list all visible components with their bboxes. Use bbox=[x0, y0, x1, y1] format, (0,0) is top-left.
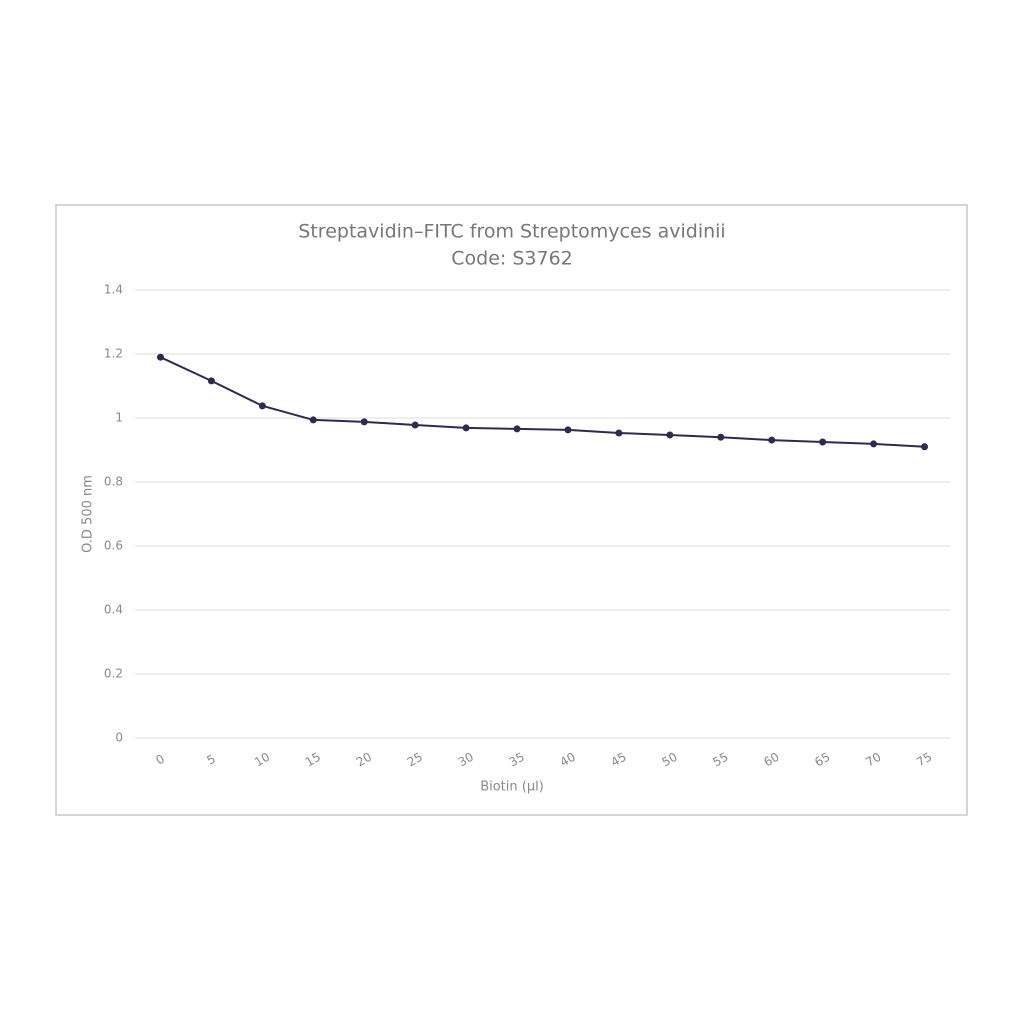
data-point bbox=[921, 443, 929, 451]
data-point bbox=[513, 425, 521, 433]
x-tick-label: 65 bbox=[812, 750, 832, 770]
data-point bbox=[615, 429, 623, 437]
y-tick-label: 1 bbox=[115, 411, 123, 425]
y-tick-label: 0.4 bbox=[104, 603, 123, 617]
x-tick-label: 75 bbox=[914, 750, 934, 770]
x-tick-label: 40 bbox=[558, 750, 578, 770]
data-point bbox=[360, 418, 368, 426]
data-point bbox=[207, 377, 215, 385]
x-tick-label: 55 bbox=[710, 750, 730, 770]
y-tick-label: 1.4 bbox=[104, 283, 123, 297]
data-point bbox=[717, 433, 725, 441]
chart-frame bbox=[55, 204, 968, 816]
data-line bbox=[160, 356, 925, 448]
x-tick-label: 60 bbox=[761, 750, 781, 770]
x-axis-label: Biotin (µl) bbox=[480, 780, 544, 795]
y-tick-label: 0.6 bbox=[104, 539, 123, 553]
x-tick-label: 70 bbox=[863, 750, 883, 770]
data-point bbox=[156, 353, 164, 361]
y-tick-label: 1.2 bbox=[104, 347, 123, 361]
data-point bbox=[564, 426, 572, 434]
data-point bbox=[411, 421, 419, 429]
x-tick-label: 50 bbox=[659, 750, 679, 770]
y-tick-label: 0.2 bbox=[104, 667, 123, 681]
data-point bbox=[309, 416, 317, 424]
data-point bbox=[666, 431, 674, 439]
y-tick-label: 0.8 bbox=[104, 475, 123, 489]
y-tick-label: 0 bbox=[115, 731, 123, 745]
x-tick-label: 30 bbox=[456, 750, 476, 770]
x-tick-label: 15 bbox=[303, 750, 323, 770]
x-tick-label: 35 bbox=[507, 750, 527, 770]
data-point bbox=[258, 402, 266, 410]
x-tick-label: 20 bbox=[354, 750, 374, 770]
x-tick-label: 25 bbox=[405, 750, 425, 770]
y-axis-label: O.D 500 nm bbox=[81, 475, 96, 553]
data-point bbox=[768, 436, 776, 444]
data-point bbox=[819, 438, 827, 446]
x-tick-label: 10 bbox=[252, 750, 272, 770]
x-tick-label: 45 bbox=[609, 750, 629, 770]
data-point bbox=[870, 440, 878, 448]
chart-title: Code: S3762 bbox=[451, 248, 573, 270]
data-point bbox=[462, 424, 470, 432]
chart-title: Streptavidin–FITC from Streptomyces avid… bbox=[298, 221, 725, 243]
